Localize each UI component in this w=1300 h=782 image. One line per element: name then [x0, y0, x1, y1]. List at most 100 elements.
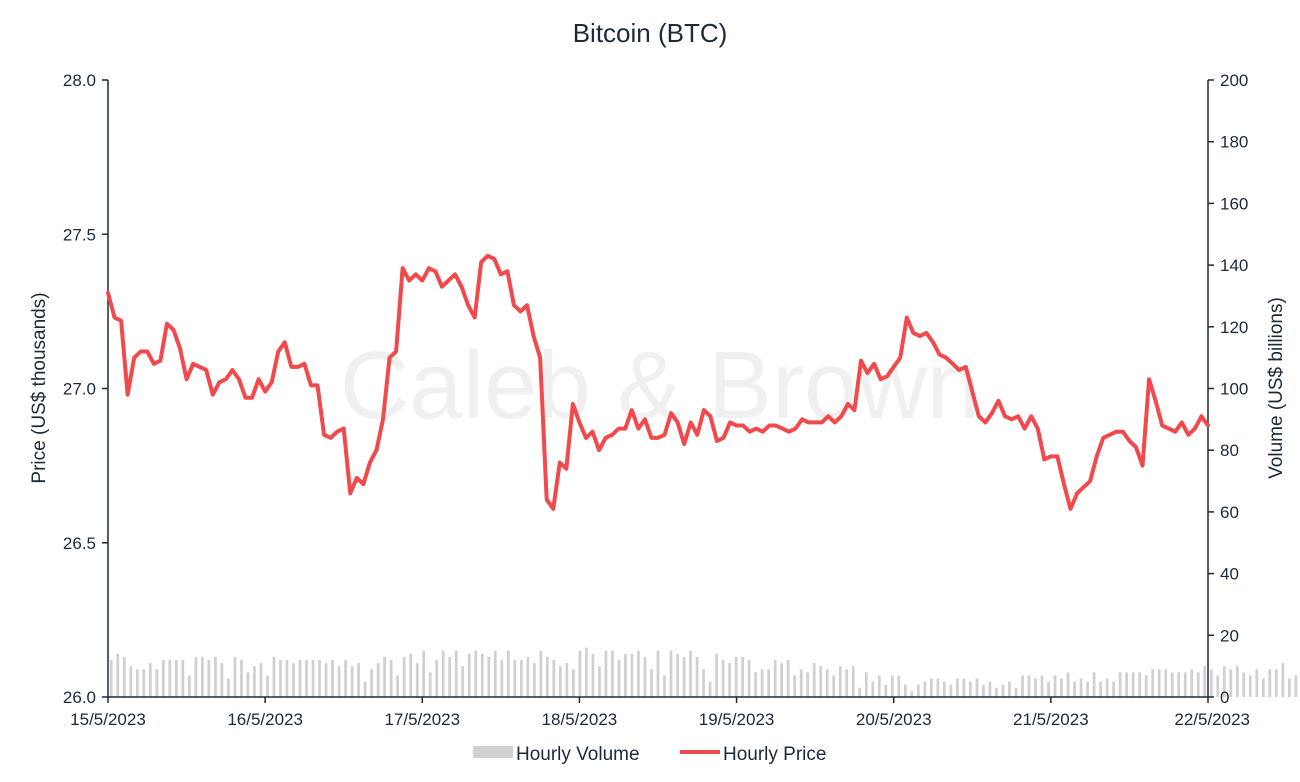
volume-bar: [1112, 681, 1115, 697]
right-tick-label: 0: [1220, 688, 1229, 707]
volume-bar: [611, 650, 614, 697]
right-tick-label: 180: [1220, 133, 1248, 152]
volume-bar: [825, 669, 829, 697]
volume-bar: [1216, 675, 1220, 697]
volume-bar: [1235, 666, 1239, 697]
volume-bar: [682, 656, 686, 697]
volume-bar: [233, 656, 237, 697]
chart-title: Bitcoin (BTC): [573, 18, 728, 48]
volume-bar: [585, 647, 588, 697]
volume-bar: [1086, 681, 1089, 697]
volume-bar: [187, 675, 191, 697]
volume-bar: [116, 653, 120, 697]
volume-bar: [227, 678, 230, 697]
x-tick-label: 22/5/2023: [1174, 710, 1250, 729]
volume-bar: [604, 650, 608, 697]
volume-bar: [493, 650, 497, 697]
right-axis-title: Volume (US$ billions): [1266, 297, 1287, 479]
volume-bar: [988, 681, 992, 697]
tick-labels: 26.0 26.5 27.0 27.5 28.0 0 20 40 60 80 100 120 140 16…: [63, 71, 1250, 729]
volume-bar: [383, 656, 386, 697]
volume-bar: [572, 669, 575, 697]
volume-bar: [903, 684, 907, 697]
volume-bar: [174, 659, 178, 697]
axes: [102, 79, 1214, 703]
left-tick-label: 27.0: [63, 380, 96, 399]
volume-bar: [474, 650, 478, 697]
volume-bar: [448, 656, 452, 697]
volume-bar: [402, 656, 406, 697]
volume-bar: [643, 656, 647, 697]
volume-bar: [1053, 675, 1057, 697]
volume-bar: [1118, 672, 1122, 697]
volume-bar: [1157, 669, 1161, 697]
volume-bar: [1183, 672, 1187, 697]
volume-bar: [812, 663, 816, 697]
volume-bar: [1105, 678, 1109, 697]
x-tick-label: 19/5/2023: [699, 710, 775, 729]
right-tick-label: 60: [1220, 503, 1239, 522]
volume-bar: [1242, 672, 1246, 697]
volume-bar: [272, 656, 276, 697]
volume-bar: [1125, 672, 1128, 697]
volume-bar: [565, 663, 569, 697]
volume-bar: [253, 666, 256, 697]
volume-bar: [1261, 678, 1265, 697]
volume-bar: [422, 650, 426, 697]
volume-bar: [728, 663, 731, 697]
volume-bar: [676, 653, 679, 697]
volume-bar: [526, 656, 530, 697]
volume-bar: [767, 669, 771, 697]
volume-bar: [1008, 681, 1011, 697]
volume-bar: [962, 678, 966, 697]
volume-bar: [793, 675, 797, 697]
volume-bar: [1294, 675, 1298, 697]
volume-bar: [741, 656, 744, 697]
volume-bar: [1222, 666, 1226, 697]
volume-bar: [708, 681, 712, 697]
right-tick-label: 20: [1220, 626, 1239, 645]
volume-bar: [851, 666, 855, 697]
volume-bar: [695, 656, 699, 697]
right-tick-label: 80: [1220, 441, 1239, 460]
volume-bar: [298, 659, 302, 697]
volume-bar: [480, 653, 484, 697]
volume-bar: [1281, 663, 1285, 697]
volume-bar: [890, 675, 894, 697]
volume-bar: [786, 659, 790, 697]
volume-bar: [415, 663, 419, 697]
volume-bar: [240, 659, 243, 697]
volume-bar: [279, 659, 282, 697]
volume-bar: [559, 666, 562, 697]
volume-bar: [949, 684, 953, 697]
volume-bar: [318, 659, 321, 697]
volume-bar: [357, 663, 360, 697]
volume-bar: [428, 672, 432, 697]
volume-bar: [1040, 675, 1044, 697]
volume-bar: [799, 669, 803, 697]
volume-bar: [689, 650, 692, 697]
volume-bar: [305, 659, 308, 697]
volume-bar: [409, 653, 413, 697]
volume-bar: [135, 669, 139, 697]
volume-bar: [982, 684, 985, 697]
right-tick-label: 140: [1220, 256, 1248, 275]
volume-bar: [1131, 672, 1135, 697]
volume-bar: [181, 659, 185, 697]
volume-bar: [806, 672, 810, 697]
volume-bar: [832, 675, 836, 697]
volume-bar-series: [109, 647, 1298, 697]
volume-bar: [370, 669, 373, 697]
volume-bar: [1021, 675, 1024, 697]
volume-bar: [760, 669, 764, 697]
left-tick-label: 27.5: [63, 225, 96, 244]
volume-bar: [396, 675, 400, 697]
volume-bar: [884, 684, 888, 697]
volume-bar: [214, 656, 217, 697]
x-tick-label: 15/5/2023: [70, 710, 146, 729]
volume-bar: [513, 659, 517, 697]
volume-bar: [871, 681, 875, 697]
volume-bar: [663, 675, 666, 697]
volume-bar: [500, 659, 504, 697]
volume-bar: [598, 666, 601, 697]
